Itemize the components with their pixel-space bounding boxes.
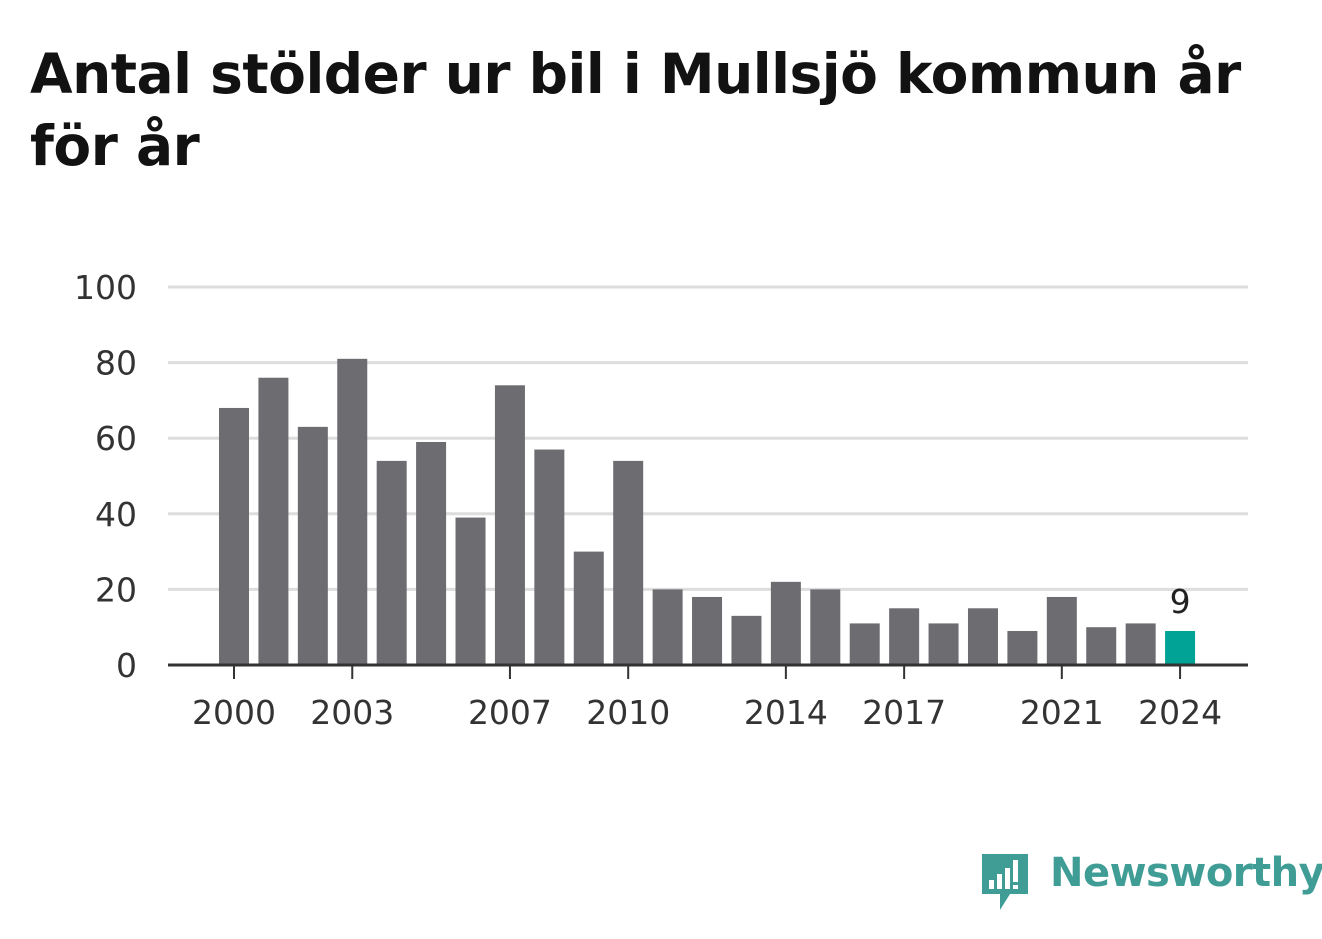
x-tick-label: 2024: [1138, 693, 1222, 732]
data-label: 9: [1170, 582, 1191, 621]
x-tick-label: 2007: [468, 693, 552, 732]
bar-2003: [337, 358, 368, 665]
bar-2016: [849, 623, 880, 665]
page-title: Antal stölder ur bil i Mullsjö kommun år…: [30, 42, 1241, 178]
bar-2023: [1125, 623, 1156, 665]
x-tick-label: 2014: [744, 693, 828, 732]
x-tick-label: 2000: [192, 693, 276, 732]
y-tick-label: 40: [95, 495, 137, 534]
bar-2019: [967, 608, 998, 665]
y-tick-label: 20: [95, 570, 137, 609]
bar-2018: [928, 623, 959, 665]
x-tick-label: 2021: [1020, 693, 1104, 732]
x-tick-label: 2017: [862, 693, 946, 732]
y-tick-label: 60: [95, 419, 137, 458]
bar-2013: [731, 615, 762, 665]
x-axis: 2000 2003 2007 2010 2014 2017 2021 2024: [168, 663, 1248, 732]
bar-2014: [770, 581, 801, 665]
bar-2024: [1165, 630, 1196, 665]
bar-2012: [692, 596, 723, 665]
bar-2021: [1046, 596, 1077, 665]
bar-2007: [494, 385, 525, 665]
y-tick-label: 0: [116, 646, 137, 685]
bar-2002: [297, 426, 328, 665]
y-tick-label: 80: [95, 344, 137, 383]
bar-2004: [376, 460, 407, 665]
brand-logo: Newsworthy: [980, 848, 1322, 912]
newsworthy-logo-icon: [982, 854, 1028, 910]
gridlines: [168, 285, 1248, 591]
bar-2008: [534, 449, 565, 665]
bar-2022: [1086, 627, 1117, 665]
x-tick-label: 2003: [310, 693, 394, 732]
bar-2011: [652, 589, 683, 665]
bar-2005: [416, 441, 447, 665]
bar-2006: [455, 517, 486, 665]
data-labels: 9: [1170, 582, 1191, 621]
brand-name: Newsworthy: [1050, 850, 1322, 896]
bar-2001: [258, 377, 289, 665]
bar-2015: [810, 589, 841, 665]
y-tick-label: 100: [74, 268, 137, 307]
bar-2020: [1007, 630, 1038, 665]
bar-2000: [219, 407, 249, 665]
bar-2017: [889, 608, 920, 665]
bar-2009: [573, 551, 604, 665]
bar-2010: [613, 460, 644, 665]
bars: [219, 358, 1196, 665]
y-axis-ticks: 0 20 40 60 80 100: [74, 268, 137, 685]
x-tick-label: 2010: [586, 693, 670, 732]
